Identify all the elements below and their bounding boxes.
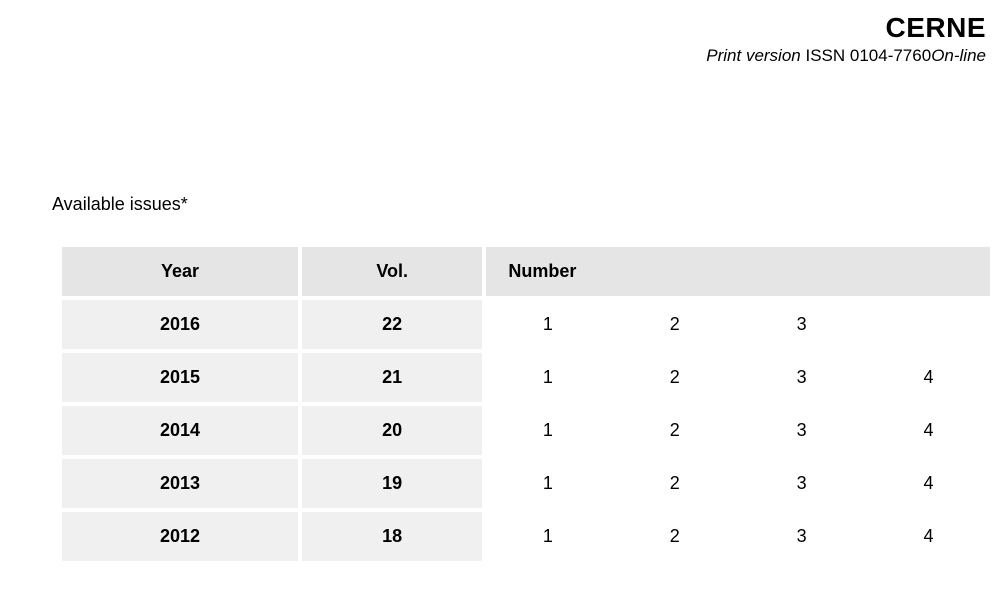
header: CERNE Print version ISSN 0104-7760On-lin…: [0, 0, 996, 66]
issue-number-link[interactable]: 3: [740, 459, 863, 508]
issue-number-link[interactable]: 2: [613, 353, 736, 402]
issue-number-link[interactable]: 1: [486, 406, 609, 455]
issue-number-link[interactable]: 3: [740, 512, 863, 561]
journal-title: CERNE: [0, 12, 986, 44]
column-header-year: Year: [62, 247, 298, 296]
year-cell: 2014: [62, 406, 298, 455]
column-header-number: Number: [486, 247, 990, 296]
issue-number-cell-empty: [867, 300, 990, 349]
issn-value: 0104-7760: [850, 46, 931, 65]
year-cell: 2015: [62, 353, 298, 402]
column-header-vol: Vol.: [302, 247, 482, 296]
table-row: 2012 18 1 2 3 4: [62, 512, 990, 561]
table-row: 2015 21 1 2 3 4: [62, 353, 990, 402]
issue-number-link[interactable]: 4: [867, 406, 990, 455]
table-row: 2014 20 1 2 3 4: [62, 406, 990, 455]
vol-cell: 21: [302, 353, 482, 402]
year-cell: 2013: [62, 459, 298, 508]
issue-number-link[interactable]: 3: [740, 353, 863, 402]
issue-number-link[interactable]: 1: [486, 512, 609, 561]
issue-number-link[interactable]: 2: [613, 512, 736, 561]
issue-number-link[interactable]: 3: [740, 300, 863, 349]
issue-number-link[interactable]: 4: [867, 512, 990, 561]
issn-label: ISSN: [801, 46, 850, 65]
issn-line: Print version ISSN 0104-7760On-line: [0, 46, 986, 66]
print-version-label: Print version: [706, 46, 800, 65]
table-row: 2013 19 1 2 3 4: [62, 459, 990, 508]
year-cell: 2012: [62, 512, 298, 561]
issue-number-link[interactable]: 1: [486, 300, 609, 349]
issue-number-link[interactable]: 3: [740, 406, 863, 455]
issue-number-link[interactable]: 1: [486, 353, 609, 402]
table-header-row: Year Vol. Number: [62, 247, 990, 296]
issue-number-link[interactable]: 2: [613, 459, 736, 508]
issue-number-link[interactable]: 1: [486, 459, 609, 508]
issue-number-link[interactable]: 2: [613, 300, 736, 349]
table-row: 2016 22 1 2 3: [62, 300, 990, 349]
vol-cell: 18: [302, 512, 482, 561]
online-label: On-line: [931, 46, 986, 65]
section-title: Available issues*: [0, 194, 996, 215]
issues-table-container: Year Vol. Number 2016 22 1 2 3 2015 21 1…: [0, 243, 996, 565]
issue-number-link[interactable]: 4: [867, 459, 990, 508]
vol-cell: 19: [302, 459, 482, 508]
issue-number-link[interactable]: 2: [613, 406, 736, 455]
vol-cell: 22: [302, 300, 482, 349]
vol-cell: 20: [302, 406, 482, 455]
issue-number-link[interactable]: 4: [867, 353, 990, 402]
issues-table: Year Vol. Number 2016 22 1 2 3 2015 21 1…: [58, 243, 994, 565]
year-cell: 2016: [62, 300, 298, 349]
